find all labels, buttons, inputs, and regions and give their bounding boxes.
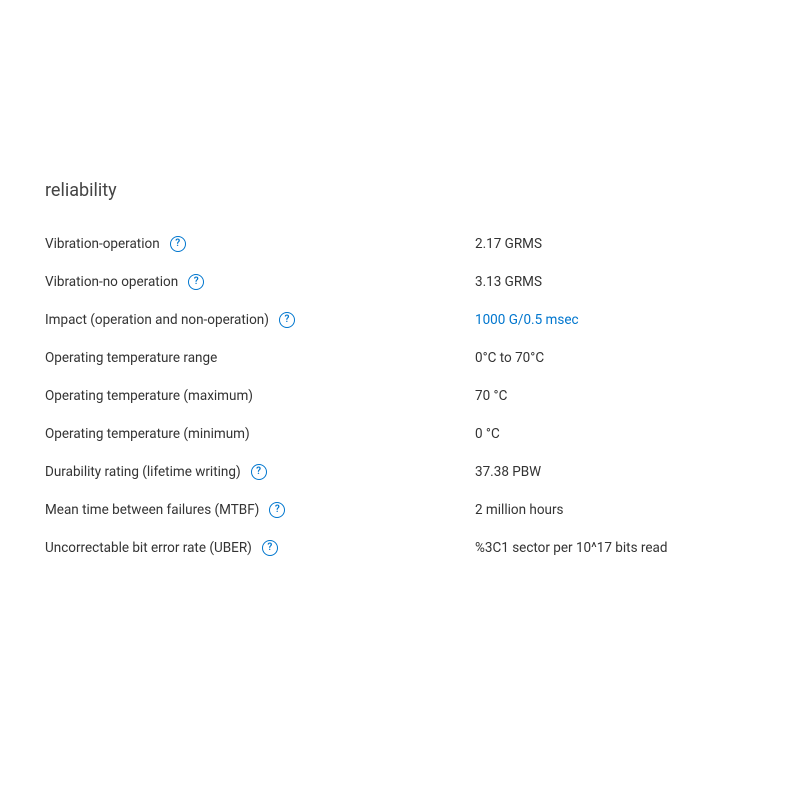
spec-label: Vibration-operation ? xyxy=(45,236,475,252)
help-icon[interactable]: ? xyxy=(251,464,267,480)
spec-label-text: Vibration-operation xyxy=(45,236,160,252)
help-icon[interactable]: ? xyxy=(269,502,285,518)
spec-label-text: Durability rating (lifetime writing) xyxy=(45,464,241,480)
spec-row: Impact (operation and non-operation) ? 1… xyxy=(45,301,755,339)
spec-label: Operating temperature (minimum) xyxy=(45,426,475,442)
spec-label-text: Mean time between failures (MTBF) xyxy=(45,502,259,518)
help-icon[interactable]: ? xyxy=(188,274,204,290)
help-icon[interactable]: ? xyxy=(279,312,295,328)
spec-row: Operating temperature (minimum) 0 °C xyxy=(45,415,755,453)
spec-label: Vibration-no operation ? xyxy=(45,274,475,290)
spec-value: 3.13 GRMS xyxy=(475,274,755,290)
spec-label: Operating temperature range xyxy=(45,350,475,366)
spec-label-text: Operating temperature (minimum) xyxy=(45,426,250,442)
spec-row: Vibration-no operation ? 3.13 GRMS xyxy=(45,263,755,301)
spec-label-text: Operating temperature range xyxy=(45,350,217,366)
spec-label-text: Impact (operation and non-operation) xyxy=(45,312,269,328)
spec-label: Uncorrectable bit error rate (UBER) ? xyxy=(45,540,475,556)
spec-value: %3C1 sector per 10^17 bits read xyxy=(475,540,755,556)
spec-label-text: Operating temperature (maximum) xyxy=(45,388,253,404)
spec-label: Mean time between failures (MTBF) ? xyxy=(45,502,475,518)
spec-row: Operating temperature range 0°C to 70°C xyxy=(45,339,755,377)
spec-row: Durability rating (lifetime writing) ? 3… xyxy=(45,453,755,491)
section-title: reliability xyxy=(45,180,755,201)
help-icon[interactable]: ? xyxy=(262,540,278,556)
spec-value: 2 million hours xyxy=(475,502,755,518)
spec-label-text: Vibration-no operation xyxy=(45,274,178,290)
spec-table: Vibration-operation ? 2.17 GRMS Vibratio… xyxy=(45,225,755,567)
spec-value: 37.38 PBW xyxy=(475,464,755,480)
spec-row: Operating temperature (maximum) 70 °C xyxy=(45,377,755,415)
spec-row: Mean time between failures (MTBF) ? 2 mi… xyxy=(45,491,755,529)
spec-label: Durability rating (lifetime writing) ? xyxy=(45,464,475,480)
spec-row: Vibration-operation ? 2.17 GRMS xyxy=(45,225,755,263)
spec-row: Uncorrectable bit error rate (UBER) ? %3… xyxy=(45,529,755,567)
spec-label: Impact (operation and non-operation) ? xyxy=(45,312,475,328)
spec-value: 0 °C xyxy=(475,426,755,442)
spec-value[interactable]: 1000 G/0.5 msec xyxy=(475,312,755,328)
spec-value: 0°C to 70°C xyxy=(475,350,755,366)
spec-value: 2.17 GRMS xyxy=(475,236,755,252)
spec-value: 70 °C xyxy=(475,388,755,404)
help-icon[interactable]: ? xyxy=(170,236,186,252)
spec-label: Operating temperature (maximum) xyxy=(45,388,475,404)
spec-label-text: Uncorrectable bit error rate (UBER) xyxy=(45,540,252,556)
